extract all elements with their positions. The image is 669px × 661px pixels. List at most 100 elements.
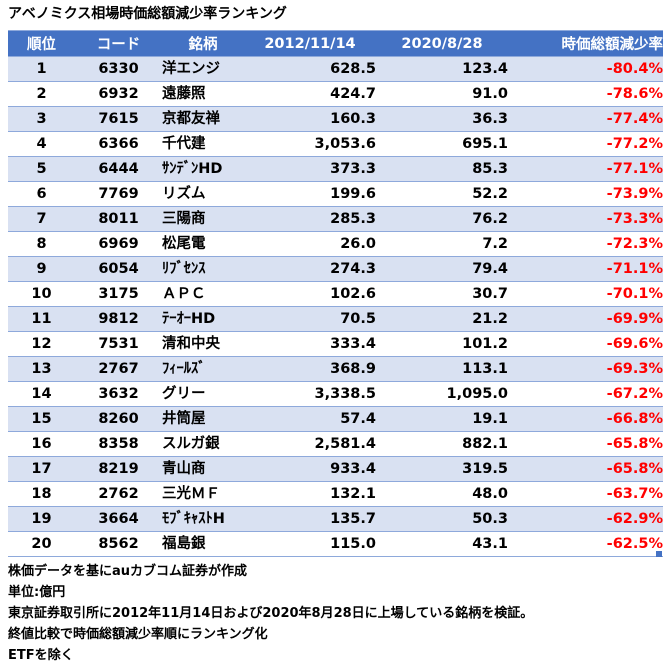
code-cell: 2767 — [75, 356, 162, 382]
col-header-code: コード — [75, 30, 162, 57]
pct-cell: -72.3% — [508, 231, 663, 257]
v2020-cell: 50.3 — [376, 506, 508, 532]
v2012-cell: 933.4 — [244, 456, 376, 482]
v2012-cell: 368.9 — [244, 356, 376, 382]
v2020-cell: 85.3 — [376, 156, 508, 182]
name-cell: スルガ銀 — [162, 431, 244, 457]
table-row: 15 8260 井筒屋 57.4 19.1 -66.8% — [8, 406, 663, 432]
code-cell: 6366 — [75, 131, 162, 157]
code-cell: 6444 — [75, 156, 162, 182]
rank-cell: 9 — [8, 256, 75, 282]
code-cell: 3664 — [75, 506, 162, 532]
rank-cell: 3 — [8, 106, 75, 132]
table-row: 11 9812 ﾃｰｵｰHD 70.5 21.2 -69.9% — [8, 306, 663, 332]
code-cell: 8011 — [75, 206, 162, 232]
pct-cell: -63.7% — [508, 481, 663, 507]
v2020-cell: 882.1 — [376, 431, 508, 457]
rank-cell: 15 — [8, 406, 75, 432]
table-row: 20 8562 福島銀 115.0 43.1 -62.5% — [8, 531, 663, 557]
name-cell: ﾓﾌﾞｷｬｽﾄH — [162, 506, 244, 532]
table-row: 17 8219 青山商 933.4 319.5 -65.8% — [8, 456, 663, 482]
table-row: 4 6366 千代建 3,053.6 695.1 -77.2% — [8, 131, 663, 157]
rank-cell: 11 — [8, 306, 75, 332]
name-cell: 青山商 — [162, 456, 244, 482]
table-body: 1 6330 洋エンジ 628.5 123.4 -80.4% 2 6932 遠藤照 424.7 91… — [8, 56, 663, 557]
pct-cell: -69.9% — [508, 306, 663, 332]
v2012-cell: 115.0 — [244, 531, 376, 557]
v2012-cell: 333.4 — [244, 331, 376, 357]
pct-cell: -62.9% — [508, 506, 663, 532]
table-row: 12 7531 清和中央 333.4 101.2 -69.6% — [8, 331, 663, 357]
v2020-cell: 30.7 — [376, 281, 508, 307]
name-cell: ﾘﾌﾞｾﾝｽ — [162, 256, 244, 282]
name-cell: ﾌｨｰﾙｽﾞ — [162, 356, 244, 382]
code-cell: 8562 — [75, 531, 162, 557]
v2020-cell: 695.1 — [376, 131, 508, 157]
pct-cell: -66.8% — [508, 406, 663, 432]
v2020-cell: 43.1 — [376, 531, 508, 557]
v2020-cell: 21.2 — [376, 306, 508, 332]
rank-cell: 20 — [8, 531, 75, 557]
pct-cell: -77.1% — [508, 156, 663, 182]
pct-cell: -71.1% — [508, 256, 663, 282]
v2012-cell: 628.5 — [244, 56, 376, 82]
v2012-cell: 132.1 — [244, 481, 376, 507]
col-header-2020: 2020/8/28 — [376, 30, 508, 57]
code-cell: 8219 — [75, 456, 162, 482]
code-cell: 7769 — [75, 181, 162, 207]
table-row: 7 8011 三陽商 285.3 76.2 -73.3% — [8, 206, 663, 232]
footnote-etf: ETFを除く — [8, 648, 74, 661]
v2012-cell: 160.3 — [244, 106, 376, 132]
rank-cell: 17 — [8, 456, 75, 482]
name-cell: 三陽商 — [162, 206, 244, 232]
name-cell: 洋エンジ — [162, 56, 244, 82]
rank-cell: 4 — [8, 131, 75, 157]
rank-cell: 19 — [8, 506, 75, 532]
v2020-cell: 7.2 — [376, 231, 508, 257]
name-cell: 松尾電 — [162, 231, 244, 257]
pct-cell: -69.6% — [508, 331, 663, 357]
col-header-name: 銘柄 — [162, 30, 244, 57]
ranking-table: 順位 コード 銘柄 2012/11/14 2020/8/28 時価総額減少率 1… — [8, 30, 663, 557]
name-cell: 福島銀 — [162, 531, 244, 557]
table-row: 2 6932 遠藤照 424.7 91.0 -78.6% — [8, 81, 663, 107]
col-header-rank: 順位 — [8, 30, 75, 57]
table-row: 3 7615 京都友禅 160.3 36.3 -77.4% — [8, 106, 663, 132]
code-cell: 6054 — [75, 256, 162, 282]
v2012-cell: 70.5 — [244, 306, 376, 332]
v2012-cell: 274.3 — [244, 256, 376, 282]
footnote-source: 株価データを基にauカブコム証券が作成 — [8, 564, 248, 579]
v2012-cell: 26.0 — [244, 231, 376, 257]
rank-cell: 7 — [8, 206, 75, 232]
v2020-cell: 48.0 — [376, 481, 508, 507]
rank-cell: 5 — [8, 156, 75, 182]
code-cell: 8260 — [75, 406, 162, 432]
pct-cell: -62.5% — [508, 531, 663, 557]
pct-cell: -69.3% — [508, 356, 663, 382]
footnote-method-2: 終値比較で時価総額減少率順にランキング化 — [8, 627, 268, 642]
table-row: 6 7769 リズム 199.6 52.2 -73.9% — [8, 181, 663, 207]
col-header-2012: 2012/11/14 — [244, 30, 376, 57]
v2012-cell: 3,338.5 — [244, 381, 376, 407]
v2020-cell: 19.1 — [376, 406, 508, 432]
table-row: 9 6054 ﾘﾌﾞｾﾝｽ 274.3 79.4 -71.1% — [8, 256, 663, 282]
v2012-cell: 285.3 — [244, 206, 376, 232]
pct-cell: -78.6% — [508, 81, 663, 107]
name-cell: ﾃｰｵｰHD — [162, 306, 244, 332]
rank-cell: 16 — [8, 431, 75, 457]
rank-cell: 2 — [8, 81, 75, 107]
v2020-cell: 91.0 — [376, 81, 508, 107]
v2020-cell: 76.2 — [376, 206, 508, 232]
name-cell: ｻﾝﾃﾞﾝHD — [162, 156, 244, 182]
table-row: 10 3175 ＡＰＣ 102.6 30.7 -70.1% — [8, 281, 663, 307]
code-cell: 6969 — [75, 231, 162, 257]
v2012-cell: 199.6 — [244, 181, 376, 207]
pct-cell: -73.3% — [508, 206, 663, 232]
table-row: 16 8358 スルガ銀 2,581.4 882.1 -65.8% — [8, 431, 663, 457]
code-cell: 6932 — [75, 81, 162, 107]
v2020-cell: 319.5 — [376, 456, 508, 482]
name-cell: 井筒屋 — [162, 406, 244, 432]
name-cell: 千代建 — [162, 131, 244, 157]
v2020-cell: 1,095.0 — [376, 381, 508, 407]
